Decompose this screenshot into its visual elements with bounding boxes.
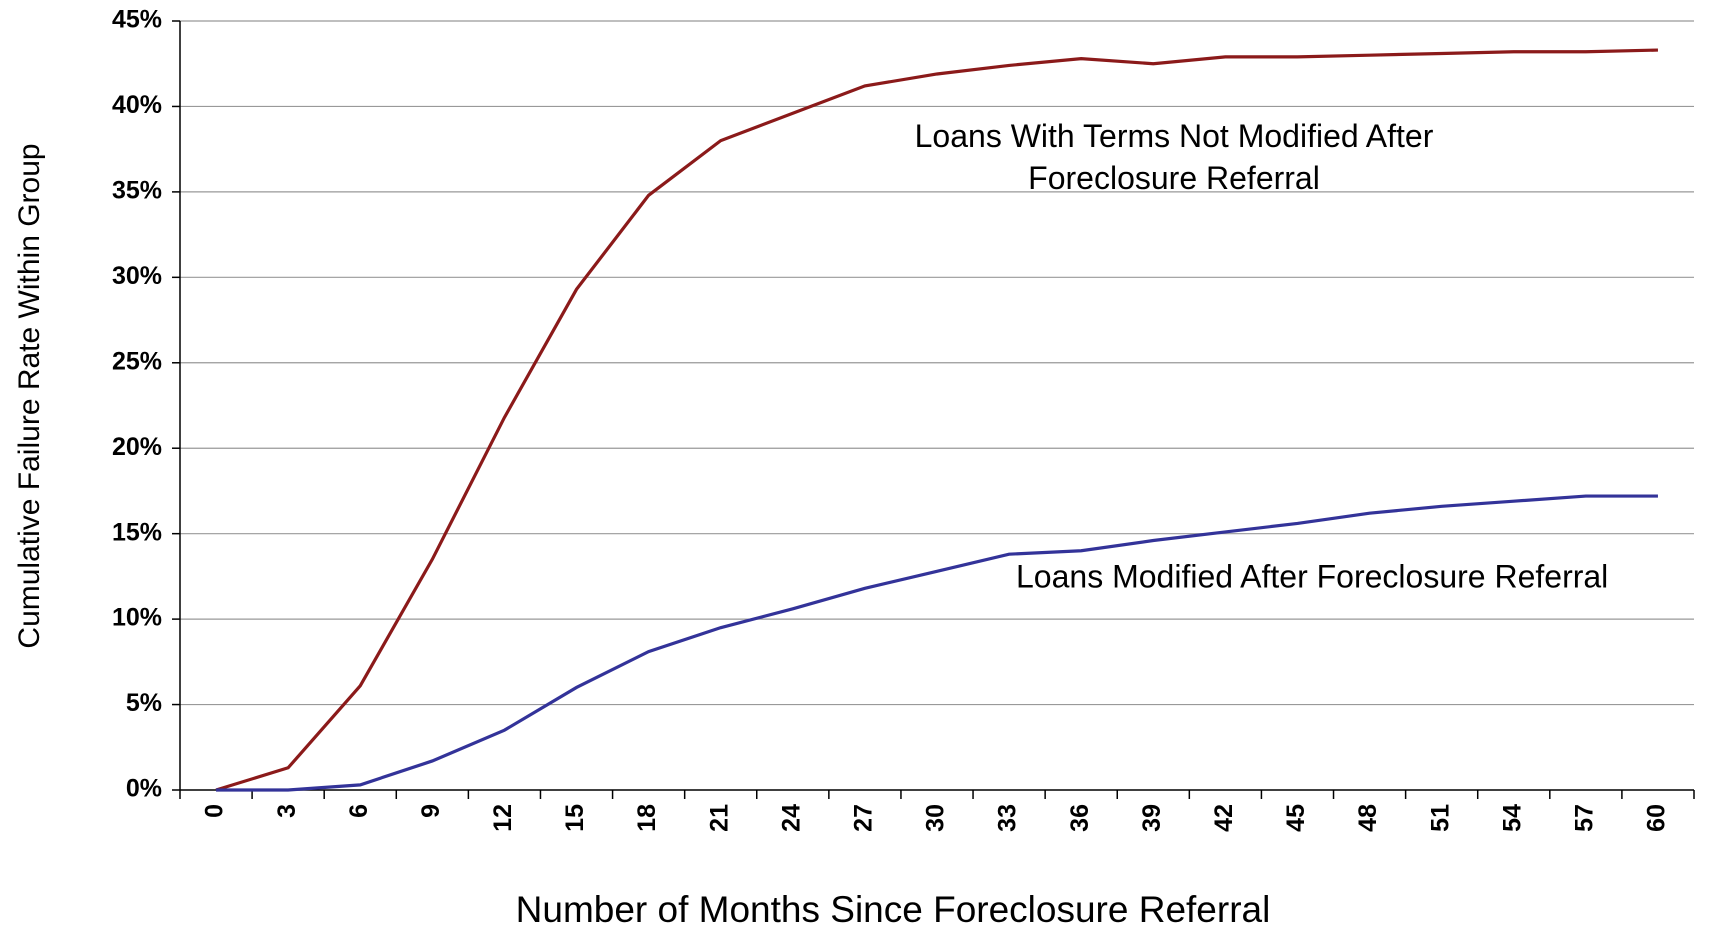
y-axis-title: Cumulative Failure Rate Within Group — [13, 143, 46, 648]
y-tick-label: 10% — [112, 604, 162, 632]
y-tick-label: 0% — [126, 775, 162, 803]
x-tick-label: 60 — [1643, 804, 1671, 832]
y-tick-label: 15% — [112, 518, 162, 546]
y-tick-label: 35% — [112, 176, 162, 204]
x-tick-label: 15 — [561, 804, 589, 832]
x-tick-label: 39 — [1138, 804, 1166, 832]
x-tick-label: 54 — [1498, 804, 1526, 832]
x-tick-label: 27 — [850, 804, 878, 832]
y-tick-label: 25% — [112, 347, 162, 375]
x-tick-label: 0 — [201, 804, 229, 818]
x-tick-label: 33 — [994, 804, 1022, 832]
x-tick-label: 3 — [273, 804, 301, 818]
x-tick-label: 36 — [1066, 804, 1094, 832]
x-tick-label: 6 — [345, 804, 373, 818]
x-tick-label: 24 — [777, 804, 805, 832]
x-tick-label: 48 — [1354, 804, 1382, 832]
x-tick-label: 51 — [1426, 804, 1454, 832]
x-tick-label: 30 — [922, 804, 950, 832]
x-tick-label: 12 — [489, 804, 517, 832]
x-tick-label: 42 — [1210, 804, 1238, 832]
y-tick-label: 40% — [112, 91, 162, 119]
x-tick-label: 21 — [705, 804, 733, 832]
y-tick-label: 20% — [112, 433, 162, 461]
series-line — [215, 48, 1658, 792]
y-tick-label: 5% — [126, 689, 162, 717]
y-tick-label: 30% — [112, 262, 162, 290]
series-label: Loans Modified After Foreclosure Referra… — [1016, 558, 1608, 594]
y-tick-label: 45% — [112, 6, 162, 34]
x-tick-label: 18 — [633, 804, 661, 832]
x-tick-label: 45 — [1282, 804, 1310, 832]
x-axis-title: Number of Months Since Foreclosure Refer… — [516, 889, 1271, 927]
x-tick-label: 57 — [1570, 804, 1598, 832]
series-line — [216, 494, 1658, 792]
x-tick-label: 9 — [417, 804, 445, 818]
series-label: Loans With Terms Not Modified After Fore… — [914, 118, 1434, 196]
